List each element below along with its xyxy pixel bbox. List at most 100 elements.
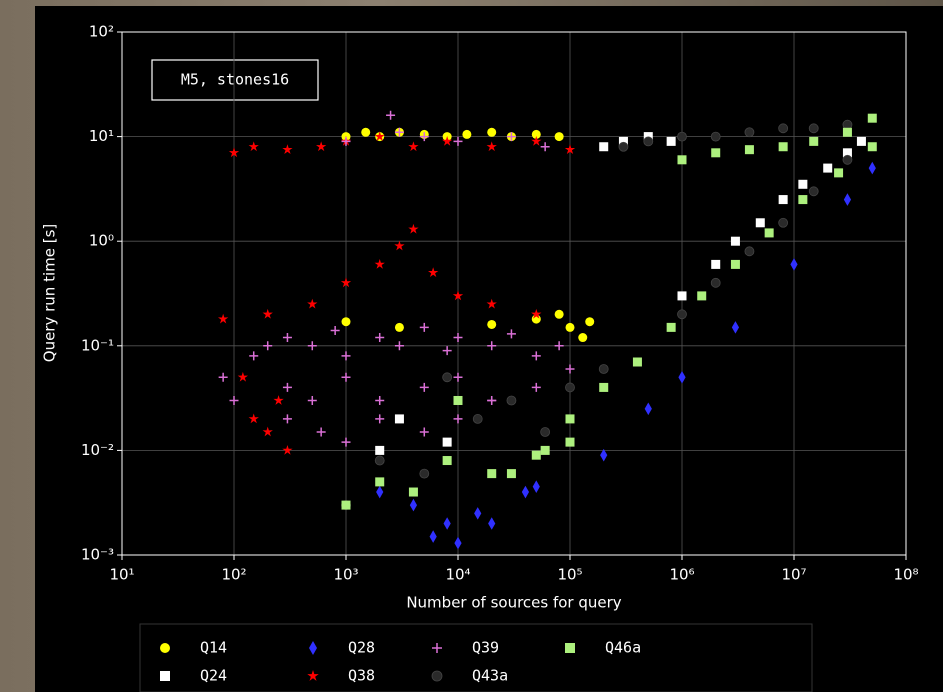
chart: M5, stones16 Number of sources for query… xyxy=(0,0,943,692)
legend-label: Q38 xyxy=(348,667,375,685)
point xyxy=(868,114,877,123)
point xyxy=(555,310,564,319)
point xyxy=(566,438,575,447)
point xyxy=(507,396,516,405)
point xyxy=(711,278,720,287)
point xyxy=(578,333,587,342)
point xyxy=(541,427,550,436)
point xyxy=(868,142,877,151)
point xyxy=(731,237,740,246)
point xyxy=(566,414,575,423)
y-tick-label: 10⁻¹ xyxy=(81,336,114,354)
point xyxy=(697,291,706,300)
point xyxy=(834,168,843,177)
point xyxy=(375,456,384,465)
point xyxy=(711,260,720,269)
point xyxy=(599,365,608,374)
legend-label: Q28 xyxy=(348,639,375,657)
point xyxy=(745,247,754,256)
x-tick-label: 10⁵ xyxy=(557,566,582,584)
point xyxy=(857,137,866,146)
point xyxy=(487,128,496,137)
annotation: M5, stones16 xyxy=(181,71,289,89)
x-tick-label: 10⁷ xyxy=(781,566,806,584)
point xyxy=(678,291,687,300)
legend-label: Q43a xyxy=(472,667,508,685)
point xyxy=(454,396,463,405)
point xyxy=(585,317,594,326)
legend-label: Q24 xyxy=(200,667,227,685)
legend-marker xyxy=(565,643,575,653)
y-tick-label: 10² xyxy=(89,23,114,41)
x-tick-label: 10¹ xyxy=(109,566,134,584)
point xyxy=(798,195,807,204)
point xyxy=(667,323,676,332)
point xyxy=(809,124,818,133)
point xyxy=(644,137,653,146)
point xyxy=(566,323,575,332)
point xyxy=(745,145,754,154)
point xyxy=(555,132,564,141)
point xyxy=(599,142,608,151)
y-tick-label: 10⁰ xyxy=(89,232,114,250)
x-tick-label: 10⁴ xyxy=(445,566,470,584)
point xyxy=(843,155,852,164)
y-tick-label: 10⁻³ xyxy=(81,546,114,564)
point xyxy=(809,137,818,146)
point xyxy=(395,414,404,423)
point xyxy=(678,132,687,141)
legend-marker xyxy=(160,643,170,653)
x-tick-label: 10³ xyxy=(333,566,358,584)
point xyxy=(395,323,404,332)
point xyxy=(745,128,754,137)
point xyxy=(779,124,788,133)
point xyxy=(487,469,496,478)
point xyxy=(779,142,788,151)
y-axis-label: Query run time [s] xyxy=(41,224,59,362)
point xyxy=(507,469,516,478)
point xyxy=(779,195,788,204)
legend-label: Q46a xyxy=(605,639,641,657)
point xyxy=(473,414,482,423)
point xyxy=(843,128,852,137)
point xyxy=(342,317,351,326)
x-tick-label: 10² xyxy=(221,566,246,584)
point xyxy=(375,477,384,486)
point xyxy=(633,358,642,367)
point xyxy=(678,310,687,319)
point xyxy=(443,373,452,382)
point xyxy=(809,187,818,196)
x-tick-label: 10⁸ xyxy=(893,566,918,584)
point xyxy=(375,446,384,455)
legend-marker xyxy=(432,671,442,681)
legend-label: Q39 xyxy=(472,639,499,657)
point xyxy=(462,130,471,139)
chart-background xyxy=(35,6,943,692)
page: M5, stones16 Number of sources for query… xyxy=(0,0,943,692)
point xyxy=(731,260,740,269)
point xyxy=(443,456,452,465)
point xyxy=(532,451,541,460)
y-tick-label: 10⁻² xyxy=(81,441,114,459)
x-tick-label: 10⁶ xyxy=(669,566,694,584)
point xyxy=(756,218,765,227)
y-tick-label: 10¹ xyxy=(89,127,114,145)
point xyxy=(619,142,628,151)
point xyxy=(342,501,351,510)
point xyxy=(711,132,720,141)
point xyxy=(765,228,774,237)
point xyxy=(443,438,452,447)
point xyxy=(823,164,832,173)
legend-label: Q14 xyxy=(200,639,227,657)
point xyxy=(798,180,807,189)
legend-marker xyxy=(160,671,170,681)
point xyxy=(566,383,575,392)
x-axis-label: Number of sources for query xyxy=(406,594,621,612)
point xyxy=(487,320,496,329)
point xyxy=(599,383,608,392)
point xyxy=(541,446,550,455)
point xyxy=(409,488,418,497)
point xyxy=(667,137,676,146)
point xyxy=(361,128,370,137)
point xyxy=(420,469,429,478)
